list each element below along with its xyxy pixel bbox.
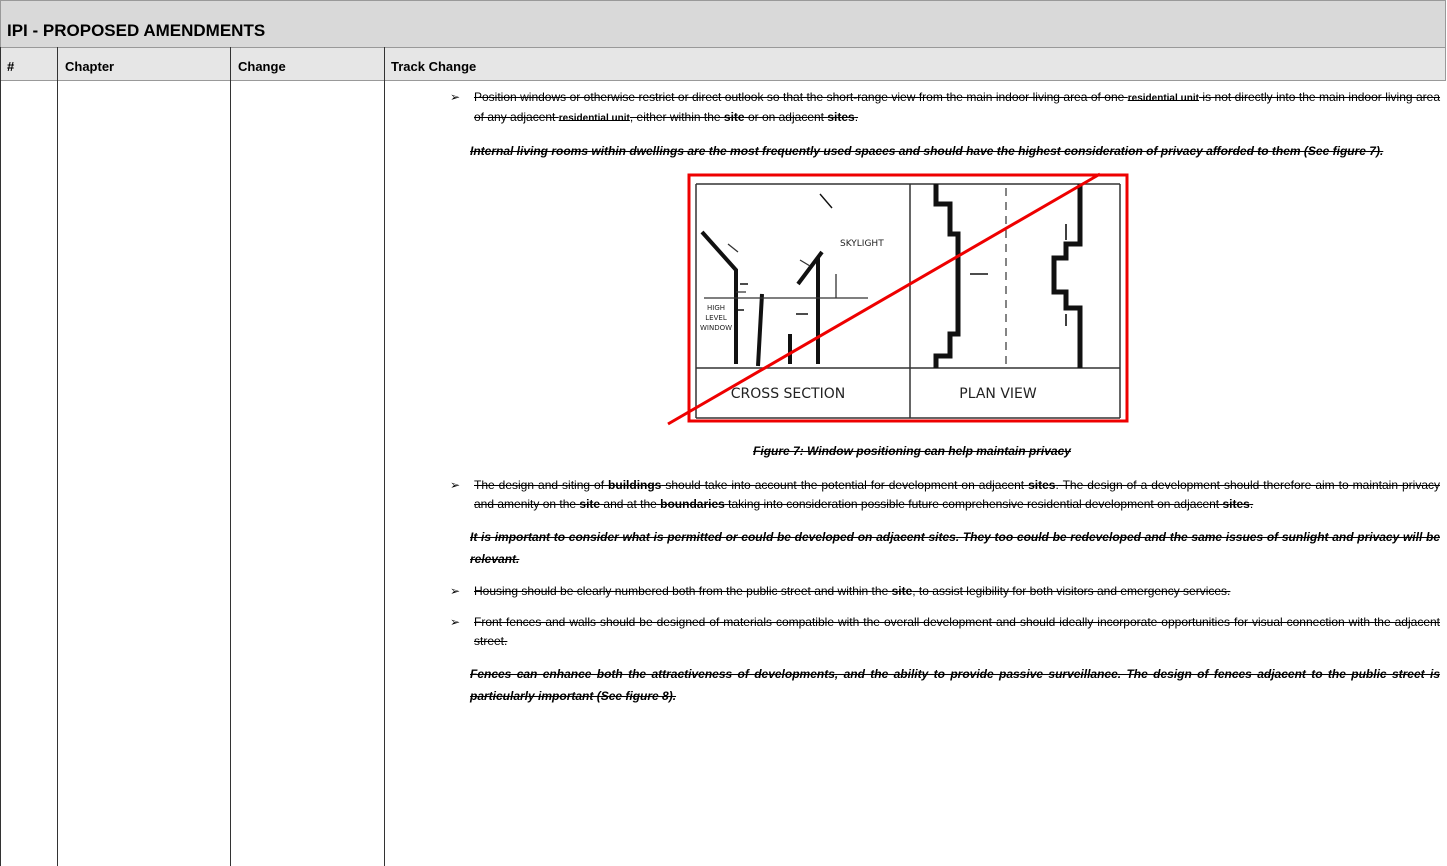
- figure: SKYLIGHT HIGH LEVEL WINDOW CROSS SECTION PLAN…: [384, 172, 1440, 464]
- bullet-marker: ➢: [450, 615, 461, 629]
- column-header: #: [7, 59, 15, 74]
- column-border: [57, 47, 58, 866]
- bold-term: buildings: [608, 478, 662, 492]
- bold-term: sites: [1222, 497, 1250, 511]
- sketch: [970, 224, 1067, 326]
- column-header: Change: [238, 59, 286, 74]
- text-run: , to assist legibility for both visitors…: [912, 584, 1231, 598]
- sketch: [695, 183, 1121, 419]
- bold-term: residential unit: [1127, 93, 1199, 104]
- column-border: [384, 47, 385, 866]
- text-run: is not directly into the main indoor liv…: [474, 90, 1441, 124]
- bullet-marker: ➢: [450, 90, 461, 104]
- bold-term: sites: [1028, 478, 1056, 492]
- text-run: , either within the: [629, 110, 724, 124]
- sketch: [700, 230, 824, 367]
- note-paragraph: Fences can enhance both the attractivene…: [384, 663, 1440, 707]
- text-run: The design and siting of: [474, 478, 609, 492]
- bullet-marker: ➢: [450, 584, 461, 598]
- sketch: [704, 243, 868, 299]
- bold-term: site: [723, 110, 745, 124]
- column-border: [0, 47, 1, 866]
- table-title: IPI - PROPOSED AMENDMENTS: [0, 0, 1446, 48]
- text-run: Front fences and walls should be designe…: [474, 615, 1440, 648]
- figure-label: HIGH: [707, 304, 725, 312]
- figure-label: SKYLIGHT: [840, 239, 884, 249]
- text-run: Internal living rooms within dwellings a…: [470, 144, 1384, 158]
- text-run: It is important to consider what is perm…: [470, 530, 929, 544]
- bold-term: residential unit: [558, 113, 630, 124]
- text-run: Fences can enhance both the attractivene…: [470, 667, 1440, 703]
- figure-caption: Figure 7: Window positioning can help ma…: [753, 444, 1071, 458]
- header-row: # Chapter Change Track Change: [0, 47, 1446, 81]
- text-run: .: [854, 110, 859, 124]
- bold-term: site: [891, 584, 913, 598]
- note-paragraph: It is important to consider what is perm…: [384, 526, 1440, 570]
- sketch: [933, 184, 1083, 368]
- column-header: Chapter: [65, 59, 115, 74]
- bold-term: boundaries: [660, 497, 725, 511]
- text-run: . They too could be redeveloped and the …: [470, 530, 1440, 566]
- figure-label: WINDOW: [700, 324, 732, 332]
- track-change-cell: ➢ Position windows or otherwise restrict …: [384, 88, 1440, 719]
- bullet-paragraph: ➢ Position windows or otherwise restrict …: [384, 88, 1440, 128]
- bullet-marker: ➢: [450, 478, 461, 492]
- column-border: [230, 47, 231, 866]
- text-run: should take into account the potential f…: [661, 478, 1029, 492]
- bold-term: site: [579, 497, 601, 511]
- text-run: Position windows or otherwise restrict o…: [474, 90, 1128, 104]
- text-run: . The design of a development should the…: [474, 478, 1440, 511]
- bullet-paragraph: ➢ Front fences and walls should be design…: [384, 613, 1440, 651]
- figure-label: PLAN VIEW: [959, 386, 1037, 402]
- figure-label: CROSS SECTION: [731, 386, 845, 402]
- note-paragraph: Internal living rooms within dwellings a…: [384, 140, 1440, 162]
- bold-term: sites: [928, 530, 956, 544]
- column-header: Track Change: [391, 59, 477, 74]
- strike-box: [687, 173, 1129, 423]
- text-run: and at the: [600, 497, 661, 511]
- bold-term: sites: [827, 110, 855, 124]
- text-run: Housing should be clearly numbered both …: [474, 584, 892, 598]
- strike-line: [667, 172, 1101, 426]
- bullet-paragraph: ➢ Housing should be clearly numbered both…: [384, 582, 1440, 601]
- text-run: .: [1249, 497, 1254, 511]
- text-run: taking into consideration possible futur…: [724, 497, 1223, 511]
- figure-label: LEVEL: [705, 314, 727, 322]
- text-run: or on adjacent: [744, 110, 828, 124]
- bullet-paragraph: ➢ The design and siting of buildings shou…: [384, 476, 1440, 514]
- sketch: [736, 193, 833, 315]
- figure-image: SKYLIGHT HIGH LEVEL WINDOW CROSS SECTION PLAN…: [667, 172, 1129, 426]
